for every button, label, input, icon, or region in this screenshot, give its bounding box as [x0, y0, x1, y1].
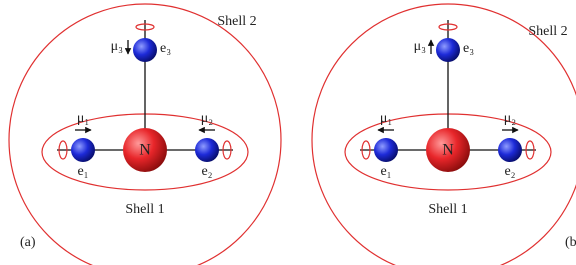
- shell-label: Shell 1: [428, 202, 467, 217]
- panel-label: (a): [20, 235, 36, 250]
- electron-moment: μ₂: [504, 111, 517, 126]
- electron: [133, 38, 157, 62]
- panel: Nμ₁ e₁ μ₂ e₂ μ₃ e₃ Shell 1 Shell 2 (a): [9, 4, 281, 265]
- electron-name: e₃: [160, 41, 171, 56]
- shell-label: Shell 2: [217, 14, 256, 29]
- electron-name: e₂: [201, 164, 212, 179]
- electron: [374, 138, 398, 162]
- electron-name: e₁: [77, 164, 88, 179]
- nucleus-label: N: [442, 142, 454, 159]
- electron-moment: μ₃: [414, 39, 427, 54]
- shell-label: Shell 1: [125, 202, 164, 217]
- electron: [71, 138, 95, 162]
- electron-moment: μ₁: [77, 111, 89, 126]
- electron-name: e₂: [504, 164, 515, 179]
- diagram: Nμ₁ e₁ μ₂ e₂ μ₃ e₃ Shell 1 Shell 2 (a) Nμ₁ e₁ μ₂ e₂ μ…: [0, 0, 576, 265]
- electron: [498, 138, 522, 162]
- electron-moment: μ₃: [111, 39, 124, 54]
- nucleus-label: N: [139, 142, 151, 159]
- panel-label: (b): [565, 235, 576, 250]
- electron-moment: μ₂: [201, 111, 214, 126]
- panel: Nμ₁ e₁ μ₂ e₂ μ₃ e₃ Shell 1 Shell 2 (b): [312, 4, 576, 265]
- electron-moment: μ₁: [380, 111, 392, 126]
- electron: [195, 138, 219, 162]
- electron-name: e₁: [380, 164, 391, 179]
- shell-label: Shell 2: [528, 24, 567, 39]
- electron-name: e₃: [463, 41, 474, 56]
- electron: [436, 38, 460, 62]
